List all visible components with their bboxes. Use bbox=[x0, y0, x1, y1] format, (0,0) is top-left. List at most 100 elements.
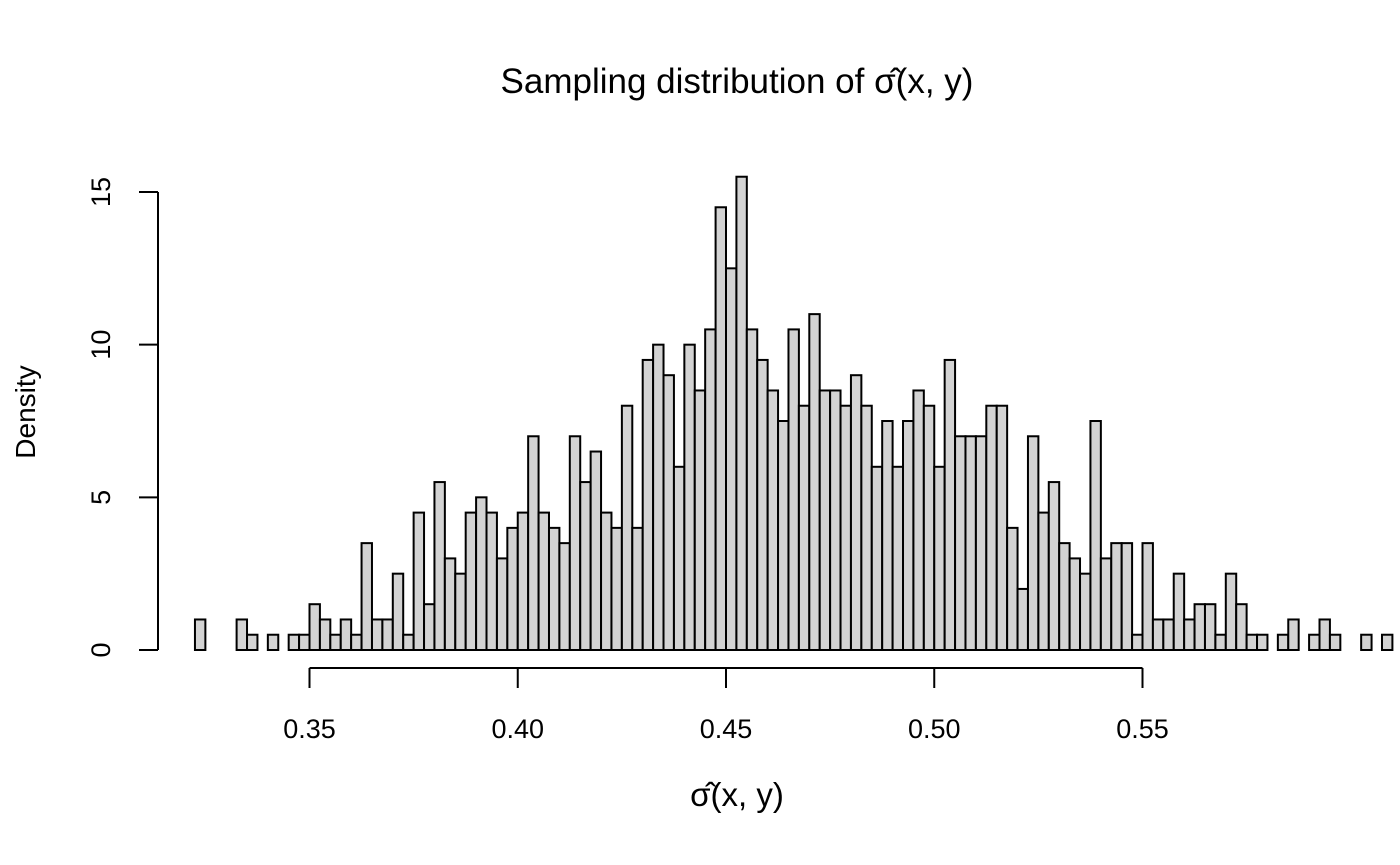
histogram-bar bbox=[360, 542, 373, 652]
histogram-bar bbox=[454, 572, 467, 651]
histogram-bar bbox=[391, 572, 405, 651]
histogram-bar bbox=[1328, 633, 1342, 651]
histogram-bar bbox=[756, 358, 769, 651]
histogram-bar bbox=[1058, 542, 1071, 652]
histogram-bar bbox=[1120, 542, 1134, 652]
histogram-bars bbox=[193, 175, 1394, 652]
histogram-bar bbox=[235, 618, 249, 651]
histogram-bar bbox=[974, 435, 988, 651]
histogram-bar bbox=[1141, 542, 1154, 652]
histogram-bar bbox=[1047, 481, 1061, 651]
histogram-bar bbox=[652, 343, 665, 651]
histogram-bar bbox=[714, 206, 728, 652]
x-axis: 0.35 0.40 0.45 0.50 0.55 bbox=[283, 667, 1169, 744]
histogram-bar bbox=[1006, 526, 1019, 651]
x-tick-label: 0.35 bbox=[283, 714, 336, 744]
histogram-bar bbox=[808, 313, 821, 651]
chart-title-text: Sampling distribution of bbox=[501, 62, 875, 101]
histogram-bar bbox=[777, 420, 790, 651]
histogram-bar bbox=[339, 618, 353, 651]
histogram-bar bbox=[672, 465, 686, 651]
histogram-bar bbox=[922, 404, 936, 652]
y-tick-label: 5 bbox=[86, 490, 116, 505]
histogram-bar bbox=[1151, 618, 1165, 651]
chart-title-math: σ̂(x, y) bbox=[874, 62, 973, 101]
histogram-bar bbox=[1214, 633, 1227, 651]
x-tick-label: 0.55 bbox=[1116, 714, 1169, 744]
histogram-bar bbox=[506, 526, 519, 651]
histogram-bar bbox=[662, 374, 675, 651]
histogram-bar bbox=[829, 389, 842, 651]
x-axis-label: σ̂(x, y) bbox=[690, 776, 784, 813]
histogram-bar bbox=[329, 633, 342, 651]
histogram-bar bbox=[995, 404, 1009, 652]
histogram-bar bbox=[579, 481, 592, 651]
histogram-bar bbox=[350, 633, 363, 651]
histogram-bar bbox=[704, 328, 717, 651]
histogram-bar bbox=[423, 603, 436, 652]
histogram-bar bbox=[725, 267, 738, 651]
histogram-bar bbox=[318, 618, 332, 651]
histogram-bar bbox=[1308, 633, 1321, 651]
histogram-bar bbox=[568, 435, 582, 651]
histogram-bar bbox=[433, 481, 446, 651]
histogram-bar bbox=[308, 603, 321, 652]
histogram-bar bbox=[246, 633, 259, 651]
x-tick-label: 0.45 bbox=[700, 714, 753, 744]
y-tick-label: 15 bbox=[86, 177, 116, 207]
histogram-bar bbox=[683, 343, 696, 651]
histogram-bar bbox=[1193, 603, 1206, 652]
histogram-bar bbox=[1037, 511, 1050, 651]
histogram-bar bbox=[620, 404, 634, 652]
histogram-bar bbox=[631, 526, 644, 651]
histogram-bar bbox=[537, 511, 550, 651]
histogram-bar bbox=[1256, 633, 1269, 651]
histogram-bar bbox=[1245, 633, 1259, 651]
histogram-bar bbox=[475, 496, 488, 651]
y-tick-label: 0 bbox=[86, 642, 116, 657]
histogram-bar bbox=[443, 557, 457, 652]
histogram-bar bbox=[298, 633, 311, 651]
histogram-bar bbox=[912, 389, 925, 651]
histogram-bar bbox=[1172, 572, 1186, 651]
histogram-bar bbox=[287, 633, 301, 651]
histogram-bar bbox=[797, 404, 811, 652]
histogram-bar bbox=[1183, 618, 1196, 651]
histogram-bar bbox=[266, 633, 280, 651]
histogram-bar bbox=[902, 420, 915, 651]
histogram-bar bbox=[943, 358, 957, 651]
histogram-bar bbox=[693, 389, 707, 651]
histogram-bar bbox=[735, 175, 748, 651]
y-tick-label: 10 bbox=[86, 330, 116, 360]
histogram-bar bbox=[1276, 633, 1290, 651]
histogram-bar bbox=[1131, 633, 1144, 651]
histogram-bar bbox=[600, 511, 613, 651]
histogram-bar bbox=[1287, 618, 1300, 651]
histogram-bar bbox=[954, 435, 967, 651]
histogram-bar bbox=[527, 435, 540, 651]
histogram-bar bbox=[787, 328, 800, 651]
histogram-bar bbox=[495, 557, 509, 652]
histogram-bar bbox=[1026, 435, 1040, 651]
histogram-bar bbox=[870, 465, 884, 651]
histogram-bar bbox=[547, 526, 561, 651]
histogram-bar bbox=[849, 374, 863, 651]
histogram-bar bbox=[745, 328, 759, 651]
histogram-bar bbox=[1235, 603, 1248, 652]
histogram-bar bbox=[589, 450, 603, 651]
histogram-bar bbox=[766, 389, 780, 651]
histogram-bar bbox=[1203, 603, 1217, 652]
histogram-bar bbox=[881, 420, 894, 651]
histogram-bar bbox=[516, 511, 530, 651]
histogram-bar bbox=[1110, 542, 1123, 652]
histogram-bar bbox=[485, 511, 498, 651]
histogram-bar bbox=[381, 618, 394, 651]
histogram-bar bbox=[839, 404, 852, 652]
histogram-bar bbox=[193, 618, 207, 651]
histogram-bar bbox=[1099, 557, 1113, 652]
histogram-bar bbox=[610, 526, 623, 651]
histogram-bar bbox=[370, 618, 384, 651]
histogram-bar bbox=[464, 511, 478, 651]
histogram-bar bbox=[1016, 587, 1029, 651]
histogram-bar bbox=[818, 389, 832, 651]
